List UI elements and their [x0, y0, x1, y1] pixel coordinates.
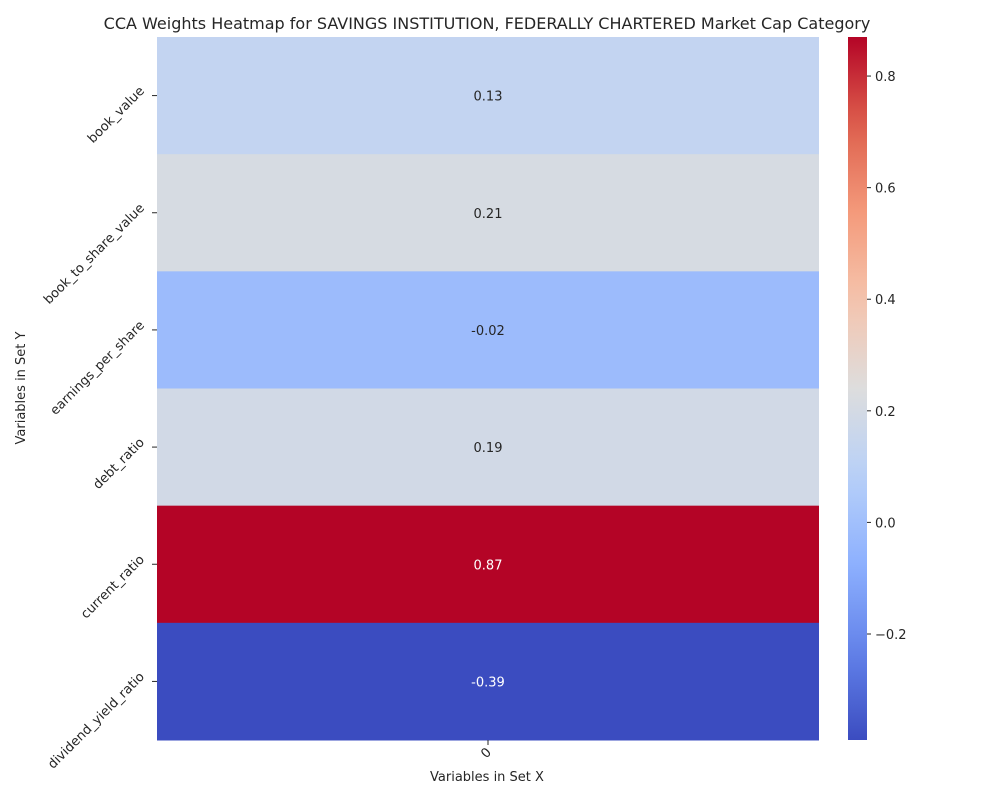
colorbar-tick-label: 0.8 — [875, 70, 896, 85]
cell-value-label: 0.21 — [474, 207, 503, 222]
y-axis-label: Variables in Set Y — [14, 331, 29, 444]
colorbar: −0.2 0.0 0.2 0.4 0.6 0.8 — [848, 37, 907, 740]
heatmap-cell — [157, 388, 819, 507]
colorbar-tick-label: 0.0 — [875, 516, 896, 531]
chart-title: CCA Weights Heatmap for SAVINGS INSTITUT… — [104, 14, 871, 33]
heatmap-cell — [157, 271, 819, 389]
heatmap-cell — [157, 37, 819, 155]
y-tick-label: current_ratio — [78, 552, 148, 622]
cell-value-label: 0.13 — [474, 90, 503, 105]
heatmap-cells: 0.13 0.21 -0.02 0.19 0.87 -0.39 — [157, 37, 819, 741]
cell-value-label: 0.87 — [474, 558, 503, 573]
x-tick-label: 0 — [478, 745, 494, 761]
colorbar-ticks: −0.2 0.0 0.2 0.4 0.6 0.8 — [867, 70, 907, 643]
colorbar-tick-label: −0.2 — [875, 628, 907, 643]
colorbar-tick-label: 0.2 — [875, 405, 896, 420]
colorbar-gradient — [848, 37, 867, 740]
y-tick-label: debt_ratio — [90, 435, 147, 492]
heatmap-cell — [157, 622, 819, 741]
cell-value-label: -0.39 — [471, 675, 505, 690]
y-axis-ticks: book_value book_to_share_valueearnings_pe… — [41, 84, 157, 772]
cell-value-label: -0.02 — [471, 324, 505, 339]
y-tick-label: earnings_per_share — [48, 318, 148, 418]
y-tick-label: book_to_share_value — [41, 201, 148, 308]
x-axis-ticks: 0 — [478, 740, 495, 762]
heatmap-cell — [157, 505, 819, 624]
colorbar-tick-label: 0.6 — [875, 182, 896, 197]
x-axis-label: Variables in Set X — [430, 770, 544, 785]
heatmap-cell — [157, 154, 819, 272]
cell-value-label: 0.19 — [474, 441, 503, 456]
colorbar-tick-label: 0.4 — [875, 293, 896, 308]
y-tick-label: dividend_yield_ratio — [45, 670, 148, 773]
y-tick-label: book_value — [85, 84, 148, 147]
